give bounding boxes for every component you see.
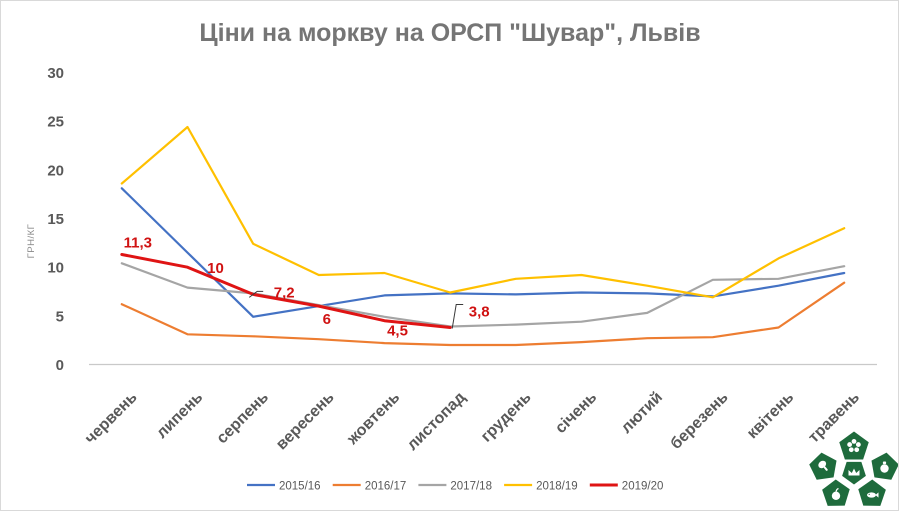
logo-flower-icon bbox=[847, 439, 861, 453]
data-label: 7,2 bbox=[274, 284, 295, 301]
apple-stem bbox=[835, 487, 839, 493]
meat bbox=[818, 460, 827, 469]
petal bbox=[851, 439, 857, 444]
series-line-2017-18 bbox=[120, 262, 846, 328]
bag-neck bbox=[882, 461, 887, 465]
x-category-label: листопад bbox=[404, 389, 469, 454]
x-category-label: лютий bbox=[618, 389, 666, 437]
y-tick-label: 5 bbox=[56, 308, 64, 325]
series-line-2018-19 bbox=[120, 125, 846, 299]
apple-body bbox=[831, 491, 841, 500]
logo-apple-icon bbox=[831, 487, 841, 500]
x-category-label: квітень bbox=[744, 389, 798, 443]
bone bbox=[823, 466, 828, 471]
x-category-label: вересень bbox=[273, 389, 338, 454]
x-category-label: грудень bbox=[478, 389, 535, 446]
y-tick-label: 20 bbox=[47, 162, 64, 179]
fish-body bbox=[867, 492, 876, 498]
leader-line bbox=[248, 290, 264, 298]
legend-label: 2015/16 bbox=[279, 481, 321, 493]
data-label: 6 bbox=[323, 311, 331, 328]
y-tick-label: 10 bbox=[47, 260, 64, 277]
plot-area: 0 5 10 15 20 25 30 червень липень серпень вересень… bbox=[47, 65, 877, 454]
x-category-label: жовтень bbox=[344, 389, 404, 449]
petal bbox=[854, 447, 860, 453]
legend-label: 2018/19 bbox=[536, 481, 578, 493]
logo-money-bag-icon bbox=[880, 461, 889, 473]
logo-drumstick-icon bbox=[818, 460, 828, 471]
x-category-label: липень bbox=[153, 389, 206, 442]
x-category-label: червень bbox=[82, 389, 141, 448]
y-tick-label: 15 bbox=[47, 211, 64, 228]
fish-tail bbox=[875, 492, 879, 498]
x-category-label: серпень bbox=[214, 389, 273, 448]
chart-legend: 2015/16 2016/17 2017/18 2018/19 2019/20 bbox=[247, 481, 663, 493]
logo-fish-icon bbox=[867, 492, 879, 498]
shuvar-logo bbox=[809, 431, 898, 506]
flower-center bbox=[852, 444, 856, 448]
leader-line bbox=[451, 304, 464, 329]
chart-title: Ціни на моркву на ОРСП "Шувар", Львів bbox=[199, 19, 700, 47]
bag-body bbox=[880, 464, 889, 473]
data-label: 4,5 bbox=[387, 323, 408, 340]
y-tick-label: 30 bbox=[47, 65, 64, 82]
y-tick-label: 25 bbox=[47, 114, 64, 131]
series-line-2019-20 bbox=[120, 253, 452, 329]
data-label: 3,8 bbox=[469, 304, 490, 321]
petal bbox=[847, 442, 853, 447]
logo-crown-icon bbox=[848, 468, 860, 476]
series-line-2015-16 bbox=[120, 187, 846, 318]
y-axis-title: ГРН/КГ bbox=[26, 224, 37, 259]
y-tick-label: 0 bbox=[56, 357, 64, 374]
x-category-label: січень bbox=[552, 389, 600, 437]
legend-label: 2016/17 bbox=[365, 481, 407, 493]
fish-eye bbox=[868, 493, 870, 495]
data-label: 10 bbox=[207, 260, 224, 277]
data-label: 11,3 bbox=[124, 235, 152, 252]
legend-label: 2019/20 bbox=[622, 481, 664, 493]
x-category-label: березень bbox=[668, 389, 732, 453]
petal bbox=[848, 447, 854, 453]
petal bbox=[855, 442, 861, 447]
legend-label: 2017/18 bbox=[450, 481, 492, 493]
series-line-2016-17 bbox=[120, 281, 846, 347]
